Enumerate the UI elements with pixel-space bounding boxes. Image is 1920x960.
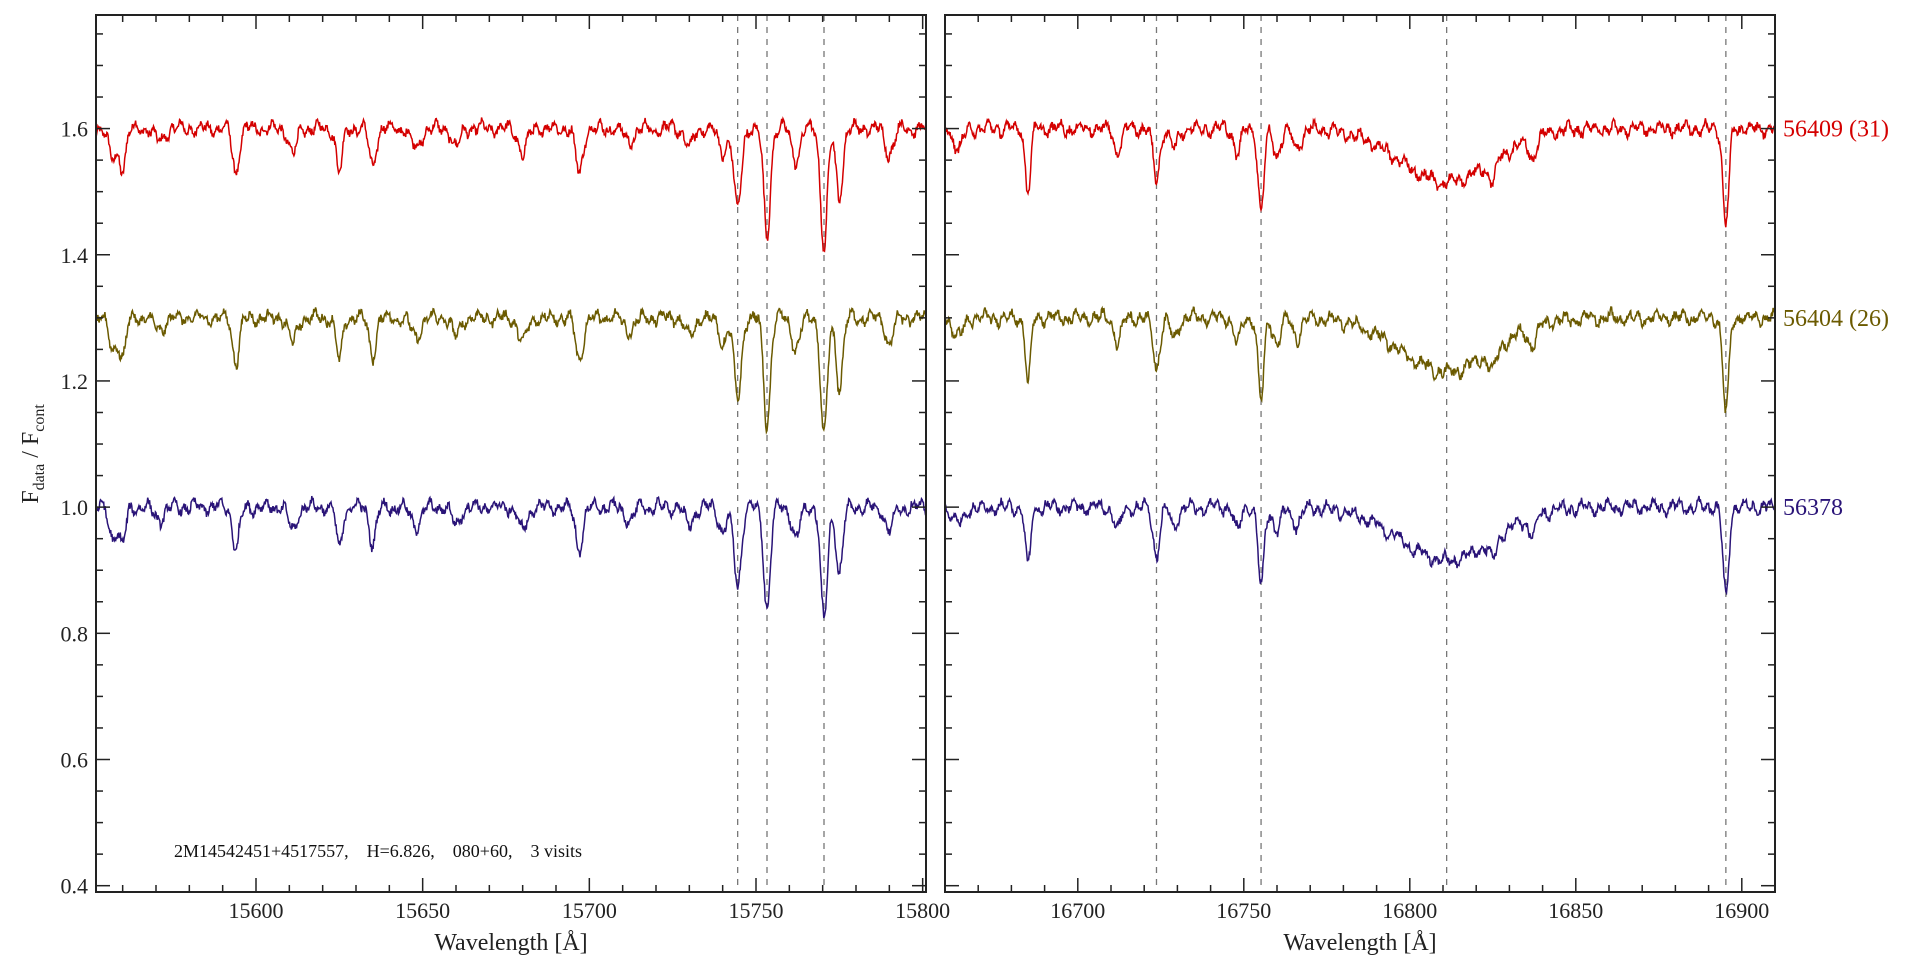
y-tick-label: 0.4	[61, 874, 89, 899]
x-tick-label: 16850	[1548, 898, 1603, 923]
x-tick-label: 16900	[1714, 898, 1769, 923]
y-tick-label: 0.8	[61, 621, 89, 646]
y-title-main: F	[18, 490, 44, 503]
star-annotation: 2M14542451+4517557, H=6.826, 080+60, 3 v…	[174, 841, 582, 861]
spectrum-56378	[945, 495, 1775, 596]
series-label: 56404 (26)	[1783, 306, 1889, 332]
spectrum-56378	[96, 495, 926, 619]
x-tick-label: 16800	[1382, 898, 1437, 923]
panel-2: 16700 16750 16800 16850 16900 Wavelength [Å]	[944, 14, 1776, 956]
plot-frame	[944, 14, 1776, 893]
y-tick-label: 1.6	[61, 117, 89, 142]
x-tick-label: 16750	[1216, 898, 1271, 923]
x-tick-label: 15600	[229, 898, 284, 923]
x-tick-label: 16700	[1050, 898, 1105, 923]
panel-1: 15600 15650 15700 15750 15800 Wavelength [Å] 0…	[61, 14, 950, 956]
y-tick-label: 0.6	[61, 748, 89, 773]
series-label: 56409 (31)	[1783, 117, 1889, 143]
y-title-sub1: data	[31, 464, 48, 491]
y-axis-title: Fdata / Fcont	[18, 404, 48, 504]
y-title-sub2: cont	[31, 404, 48, 432]
x-axis-title: Wavelength [Å]	[1283, 930, 1436, 956]
y-tick-label: 1.0	[61, 495, 89, 520]
plot-frame	[95, 14, 927, 893]
x-tick-label: 15750	[729, 898, 784, 923]
x-tick-label: 15650	[395, 898, 450, 923]
y-title-sep: / F	[18, 432, 44, 464]
spectrum-56404	[945, 305, 1775, 414]
spectrum-56404	[96, 306, 926, 435]
x-axis-title: Wavelength [Å]	[434, 930, 587, 956]
x-tick-label: 15700	[562, 898, 617, 923]
spectrum-56409	[945, 116, 1775, 228]
y-tick-label: 1.2	[61, 369, 89, 394]
series-label: 56378	[1783, 495, 1843, 521]
x-tick-label: 15800	[895, 898, 950, 923]
spectrum-56409	[96, 116, 926, 253]
y-tick-label: 1.4	[61, 243, 89, 268]
